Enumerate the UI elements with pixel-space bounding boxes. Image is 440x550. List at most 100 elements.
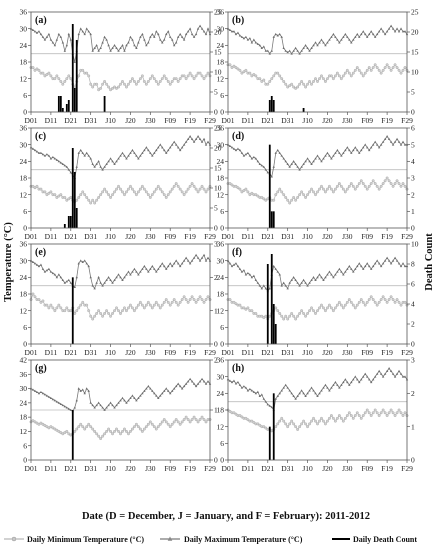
min-temp-point (194, 300, 198, 304)
max-temp-point (308, 49, 311, 52)
max-temp-point (188, 377, 192, 380)
max-temp-point (375, 372, 379, 375)
min-temp-point (166, 422, 170, 426)
min-temp-point (244, 416, 248, 420)
min-temp-point (341, 306, 345, 310)
max-temp-point (370, 267, 373, 270)
min-temp-point (194, 74, 198, 78)
min-temp-point (393, 300, 397, 304)
min-temp-point (198, 418, 202, 421)
min-temp-point (349, 74, 353, 78)
x-tick-label: D21 (261, 116, 274, 125)
min-temp-point (379, 411, 383, 415)
max-temp-point (55, 400, 59, 403)
min-temp-point (121, 190, 124, 194)
max-temp-point (135, 399, 138, 402)
min-temp-point (125, 430, 128, 433)
min-temp-point (51, 306, 55, 310)
max-temp-point (200, 256, 204, 259)
min-temp-point (41, 71, 45, 75)
max-temp-point (266, 49, 269, 52)
max-temp-point (324, 154, 327, 157)
min-temp-point (129, 303, 132, 307)
max-temp-point (206, 140, 210, 143)
max-temp-point (383, 372, 387, 375)
min-temp-point (200, 74, 204, 78)
min-temp-point (232, 64, 236, 68)
min-temp-point (176, 184, 180, 188)
death-count-bar (71, 24, 74, 112)
min-temp-point (399, 411, 403, 415)
min-temp-point (57, 77, 61, 81)
x-tick-label: D11 (45, 116, 58, 125)
max-temp-point (350, 380, 353, 384)
y-right-tick-label: 2 (214, 273, 218, 282)
max-temp-point (137, 157, 140, 160)
min-temp-point (236, 67, 240, 71)
max-temp-point (204, 382, 208, 385)
x-tick-label: D01 (25, 232, 38, 241)
max-temp-point (141, 267, 144, 270)
min-temp-point (359, 71, 363, 75)
max-temp-point (180, 35, 184, 38)
y-left-tick-label: 18 (20, 413, 28, 422)
min-temp-point (101, 434, 105, 438)
max-temp-point (77, 32, 80, 36)
min-temp-point (280, 314, 284, 318)
max-temp-point (117, 157, 120, 160)
min-temp-point (115, 86, 118, 90)
max-temp-point (352, 270, 355, 273)
max-temp-point (107, 44, 110, 47)
min-temp-point (228, 298, 232, 301)
max-temp-point (298, 52, 301, 55)
max-temp-point (113, 278, 116, 282)
min-temp-point (150, 74, 154, 78)
min-temp-point (337, 74, 341, 78)
min-temp-point (351, 303, 355, 307)
min-temp-point (234, 184, 238, 188)
min-temp-point (316, 309, 319, 313)
max-temp-point (174, 41, 178, 44)
min-temp-point (53, 193, 57, 197)
max-temp-point (119, 399, 122, 402)
max-temp-point (316, 154, 319, 157)
max-temp-point (49, 270, 53, 273)
max-temp-point (379, 143, 383, 146)
x-tick-label: D31 (281, 232, 294, 241)
min-temp-point (337, 300, 341, 304)
max-temp-point (105, 38, 108, 41)
min-temp-point (244, 307, 248, 311)
min-temp-point (63, 196, 67, 199)
y-right-tick-label: 6 (411, 280, 415, 289)
max-temp-point (157, 396, 160, 399)
min-temp-point (268, 80, 272, 83)
max-temp-point (139, 154, 142, 157)
min-temp-point (176, 303, 180, 307)
y-left-tick-label: 36 (20, 8, 28, 17)
min-temp-point (296, 314, 300, 318)
x-tick-label: F09 (361, 464, 373, 473)
max-temp-point (298, 168, 301, 171)
min-temp-point (131, 427, 134, 431)
min-temp-point (132, 425, 136, 429)
min-temp-point (250, 74, 254, 78)
min-temp-point (312, 416, 315, 420)
death-count-bar (75, 208, 78, 228)
max-temp-point (155, 270, 158, 273)
x-tick-label: D11 (242, 348, 255, 357)
max-temp-point (69, 38, 72, 41)
min-temp-point (270, 77, 274, 81)
y-left-tick-label: 18 (20, 174, 28, 183)
min-temp-point (148, 420, 152, 424)
death-count-bar (61, 108, 64, 112)
max-temp-point (326, 386, 329, 389)
max-temp-point (308, 389, 311, 392)
max-temp-point (149, 387, 152, 390)
min-temp-point (288, 314, 292, 318)
max-temp-point (310, 278, 313, 282)
max-temp-point (252, 274, 256, 277)
y-left-tick-label: 30 (20, 24, 28, 33)
min-temp-point (134, 193, 138, 197)
